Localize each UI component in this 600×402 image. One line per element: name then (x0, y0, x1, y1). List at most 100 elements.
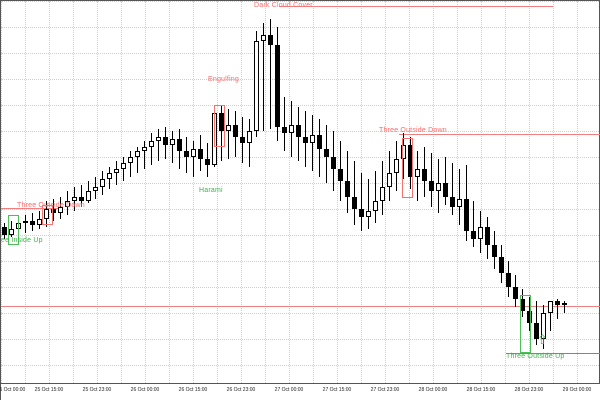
chart-plot-area[interactable]: Dark Cloud Cover Engulfing Harami Three Out… (1, 1, 600, 383)
candle-body-bullish (36, 219, 42, 225)
candle-body-bullish (372, 201, 378, 211)
three-inside-up-box[interactable] (8, 215, 19, 245)
candlestick (400, 133, 406, 179)
candlestick (561, 301, 567, 313)
three-outside-down-left-level (1, 208, 61, 209)
candlestick (337, 141, 343, 201)
candlestick (428, 153, 434, 207)
candle-body-bearish (512, 287, 518, 299)
candle-wick (367, 179, 369, 229)
three-outside-up-box[interactable] (520, 295, 531, 353)
candle-wick (143, 141, 145, 169)
candlestick (372, 171, 378, 223)
candle-body-bullish (43, 209, 49, 219)
annotation-three-inside-up[interactable]: ee Inside Up (1, 237, 43, 244)
annotation-three-outside-down-mid[interactable]: Three Outside Down (379, 127, 447, 134)
candle-body-bullish (379, 187, 385, 201)
candle-body-bearish (78, 197, 84, 201)
three-outside-up-arrow: ⇧ (537, 332, 548, 347)
candlestick (8, 221, 14, 237)
candlestick (267, 19, 273, 129)
candle-body-bearish (449, 197, 455, 207)
candle-body-bullish (414, 169, 420, 177)
candle-wick (157, 129, 159, 161)
gridline-vertical (553, 1, 554, 383)
x-axis-tick-label: 27 Oct 00:00 (274, 387, 304, 393)
candle-body-bearish (554, 301, 560, 305)
dark-cloud-cover-level (279, 6, 553, 7)
candlestick (71, 187, 77, 211)
x-axis-tick-label: 25 Oct 00:00 (0, 387, 26, 393)
candlestick (526, 297, 532, 331)
candle-body-bullish (57, 207, 63, 213)
three-outside-down-box[interactable] (402, 138, 413, 198)
candle-body-bearish (162, 137, 168, 145)
x-axis-tick-label: 26 Oct 15:00 (178, 387, 208, 393)
candlestick (232, 111, 238, 157)
x-axis-tick-label: 28 Oct 00:00 (418, 387, 448, 393)
candle-body-bearish (218, 113, 224, 131)
candle-wick (24, 215, 26, 233)
x-axis-tick-label: 25 Oct 23:00 (82, 387, 112, 393)
annotation-harami[interactable]: Harami (199, 187, 223, 194)
gridline-vertical (265, 1, 266, 383)
candle-body-bearish (442, 183, 448, 197)
annotation-engulfing[interactable]: Engulfing (208, 76, 239, 83)
gridline-vertical (49, 1, 50, 383)
candle-wick (360, 173, 362, 231)
gridline-horizontal (1, 235, 600, 236)
candle-body-bullish (253, 41, 259, 131)
gridline-vertical (577, 1, 578, 383)
candle-wick (451, 163, 453, 215)
candlestick (134, 147, 140, 173)
annotation-three-outside-down-left[interactable]: Three Outside Down (17, 202, 85, 209)
candlestick (92, 177, 98, 199)
gridline-vertical (121, 1, 122, 383)
candle-wick (136, 147, 138, 173)
gridline-vertical (433, 1, 434, 383)
candle-body-bearish (239, 137, 245, 143)
candle-body-bearish (176, 139, 182, 151)
candle-body-bearish (302, 137, 308, 143)
candle-body-bearish (50, 209, 56, 213)
candle-body-bullish (134, 151, 140, 157)
gridline-vertical (241, 1, 242, 383)
candle-body-bearish (316, 135, 322, 149)
candle-wick (220, 105, 222, 161)
x-axis-tick-label: 28 Oct 23:00 (514, 387, 544, 393)
candlestick (36, 211, 42, 229)
candle-wick (353, 161, 355, 225)
candle-wick (192, 141, 194, 177)
gridline-vertical (313, 1, 314, 383)
gridline-horizontal (1, 339, 600, 340)
candle-wick (269, 19, 271, 129)
three-outside-down-box-left[interactable] (42, 205, 53, 225)
candlestick (176, 129, 182, 169)
engulfing-box[interactable] (214, 105, 225, 147)
candlestick (554, 299, 560, 319)
candle-body-bullish (288, 125, 294, 133)
candle-wick (311, 115, 313, 171)
candle-body-bearish (330, 157, 336, 169)
candle-wick (430, 153, 432, 207)
gridline-horizontal (1, 313, 600, 314)
candle-body-bearish (533, 323, 539, 339)
candle-body-bearish (197, 149, 203, 159)
candlestick (197, 135, 203, 171)
gridline-horizontal (1, 27, 600, 28)
candle-body-bullish (64, 201, 70, 207)
candlestick (393, 141, 399, 191)
candle-wick (556, 299, 558, 319)
candle-body-bullish (155, 137, 161, 141)
candlestick (358, 173, 364, 231)
x-axis-tick-label: 29 Oct 00:00 (562, 387, 592, 393)
candle-body-bullish (22, 221, 28, 223)
candlestick (225, 109, 231, 159)
candlestick (295, 107, 301, 161)
candlestick (379, 161, 385, 215)
annotation-dark-cloud-cover[interactable]: Dark Cloud Cover (254, 2, 313, 9)
candlestick (85, 181, 91, 203)
gridline-vertical (97, 1, 98, 383)
gridline-vertical (25, 1, 26, 383)
annotation-three-outside-up[interactable]: Three Outside Up (506, 353, 565, 360)
